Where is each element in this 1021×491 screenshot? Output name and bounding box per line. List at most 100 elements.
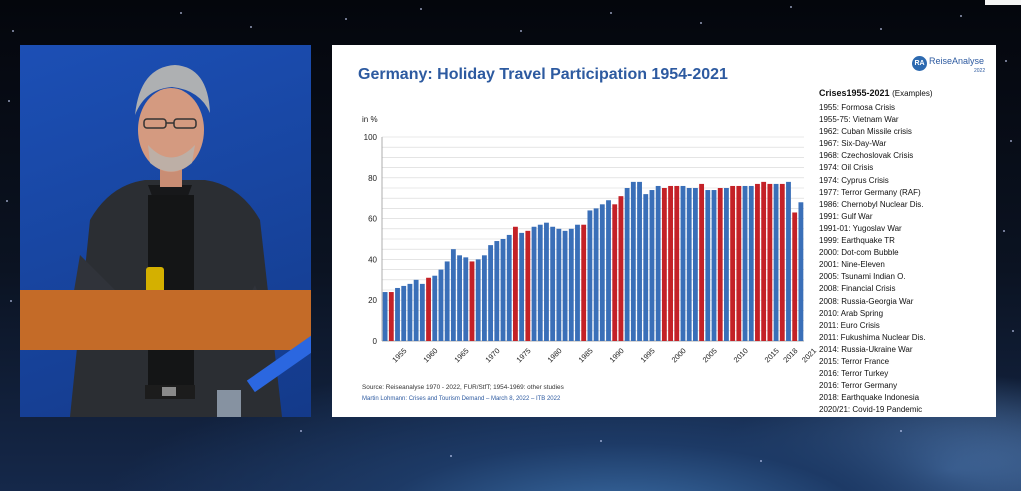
bar-2009: [724, 188, 729, 341]
bar-1984: [568, 228, 574, 341]
crises-title: Crises1955-2021: [819, 88, 890, 98]
y-axis-label: in %: [362, 115, 378, 124]
y-tick-label: 0: [373, 337, 378, 346]
bar-2020: [792, 212, 798, 341]
studio-backdrop-orange: [20, 290, 311, 350]
author-note: Martin Lohmann: Crises and Tourism Deman…: [362, 396, 561, 402]
bar-2014: [755, 183, 760, 341]
bar-1958: [407, 283, 413, 341]
crises-panel: Crises1955-2021 (Examples) 1955: Formosa…: [819, 87, 991, 416]
x-tick-label: 2010: [732, 346, 750, 364]
bar-1993: [624, 188, 630, 341]
bar-1968: [469, 261, 475, 341]
bar-2004: [692, 188, 698, 341]
star: [960, 15, 962, 17]
bar-1975: [513, 226, 518, 341]
x-tick-label: 2018: [781, 346, 799, 364]
crisis-item: 1955-75: Vietnam War: [819, 115, 899, 125]
star: [345, 18, 347, 20]
star: [10, 300, 12, 302]
bar-2000: [668, 185, 673, 341]
crisis-item: 2020/21: Covid-19 Pandemic: [819, 405, 923, 415]
bar-2006: [705, 190, 711, 341]
bar-1992: [618, 196, 624, 341]
crisis-item: 1974: Oil Crisis: [819, 163, 874, 173]
crisis-item: 2018: Earthquake Indonesia: [819, 393, 920, 403]
crisis-item: 1955: Formosa Crisis: [819, 103, 896, 112]
corner-overlay: [985, 0, 1021, 5]
star: [450, 455, 452, 457]
x-tick-label: 2000: [670, 346, 688, 364]
bar-1979: [537, 224, 543, 341]
crisis-item: 1968: Czechoslovak Crisis: [819, 151, 914, 161]
crisis-item: 2011: Fukushima Nuclear Dis.: [819, 332, 926, 342]
bar-1969: [475, 259, 481, 341]
star: [880, 28, 882, 30]
crisis-item: 2008: Financial Crisis: [819, 284, 896, 294]
star: [760, 460, 762, 462]
speaker-figure: [65, 65, 308, 417]
bar-1962: [432, 275, 438, 341]
bar-1973: [500, 239, 506, 341]
bar-2011: [736, 185, 742, 341]
bar-2005: [699, 183, 705, 341]
x-tick-label: 1985: [577, 346, 595, 364]
y-tick-label: 60: [368, 215, 377, 224]
crises-subtitle: (Examples): [892, 89, 933, 98]
star: [1003, 230, 1005, 232]
bar-1994: [630, 181, 636, 341]
bar-1963: [438, 269, 444, 341]
bar-1982: [556, 228, 562, 341]
bar-1990: [606, 200, 611, 341]
crisis-item: 2011: Euro Crisis: [819, 320, 880, 330]
crisis-item: 2016: Terror Turkey: [819, 369, 889, 379]
crisis-item: 1999: Earthquake TR: [819, 236, 895, 246]
bar-1996: [643, 194, 649, 341]
bar-2008: [717, 188, 723, 341]
star: [12, 30, 14, 32]
y-tick-label: 80: [368, 174, 377, 183]
x-tick-label: 1980: [546, 346, 564, 364]
crisis-item: 1986: Chernobyl Nuclear Dis.: [819, 199, 924, 209]
bar-1974: [506, 234, 512, 341]
crisis-item: 1967: Six-Day-War: [819, 139, 887, 149]
bar-2012: [742, 185, 748, 341]
bar-1957: [401, 285, 407, 341]
bar-2015: [761, 181, 767, 341]
x-tick-label: 1955: [390, 346, 408, 364]
bar-2001: [674, 185, 680, 341]
slide-title: Germany: Holiday Travel Participation 19…: [358, 66, 728, 83]
star: [790, 6, 792, 8]
x-tick-label: 1995: [639, 346, 657, 364]
crisis-item: 2008: Russia-Georgia War: [819, 296, 914, 306]
x-tick-label: 2005: [701, 346, 719, 364]
bar-2017: [773, 183, 779, 341]
star: [1005, 60, 1007, 62]
bar-1983: [562, 230, 568, 341]
bar-2013: [748, 185, 754, 341]
x-tick-label: 1975: [514, 346, 532, 364]
x-tick-label: 1970: [483, 346, 501, 364]
star: [600, 440, 602, 442]
crises-heading: Crises1955-2021 (Examples): [819, 87, 991, 100]
bar-1988: [593, 208, 599, 341]
bar-1956: [395, 287, 400, 341]
x-tick-label: 1990: [608, 346, 626, 364]
bar-1955: [388, 292, 394, 341]
bar-1989: [599, 204, 605, 341]
star: [6, 200, 8, 202]
star: [180, 12, 182, 14]
bar-1965: [450, 249, 456, 341]
star: [900, 430, 902, 432]
crisis-item: 1977: Terror Germany (RAF): [819, 187, 921, 197]
travel-participation-chart: 0 20 40 60 80 100 1955 1960 1965 1970 1975 1980 1985…: [364, 133, 818, 364]
bar-1961: [426, 277, 431, 341]
crisis-item: 2010: Arab Spring: [819, 308, 884, 318]
crisis-item: 2005: Tsunami Indian O.: [819, 272, 906, 282]
bar-2016: [767, 183, 773, 341]
bar-2007: [711, 190, 717, 341]
x-tick-label: 1960: [421, 346, 439, 364]
crisis-item: 2001: Nine-Eleven: [819, 260, 885, 270]
crisis-item: 2015: Terror France: [819, 356, 890, 366]
x-tick-label: 2021: [800, 346, 818, 364]
